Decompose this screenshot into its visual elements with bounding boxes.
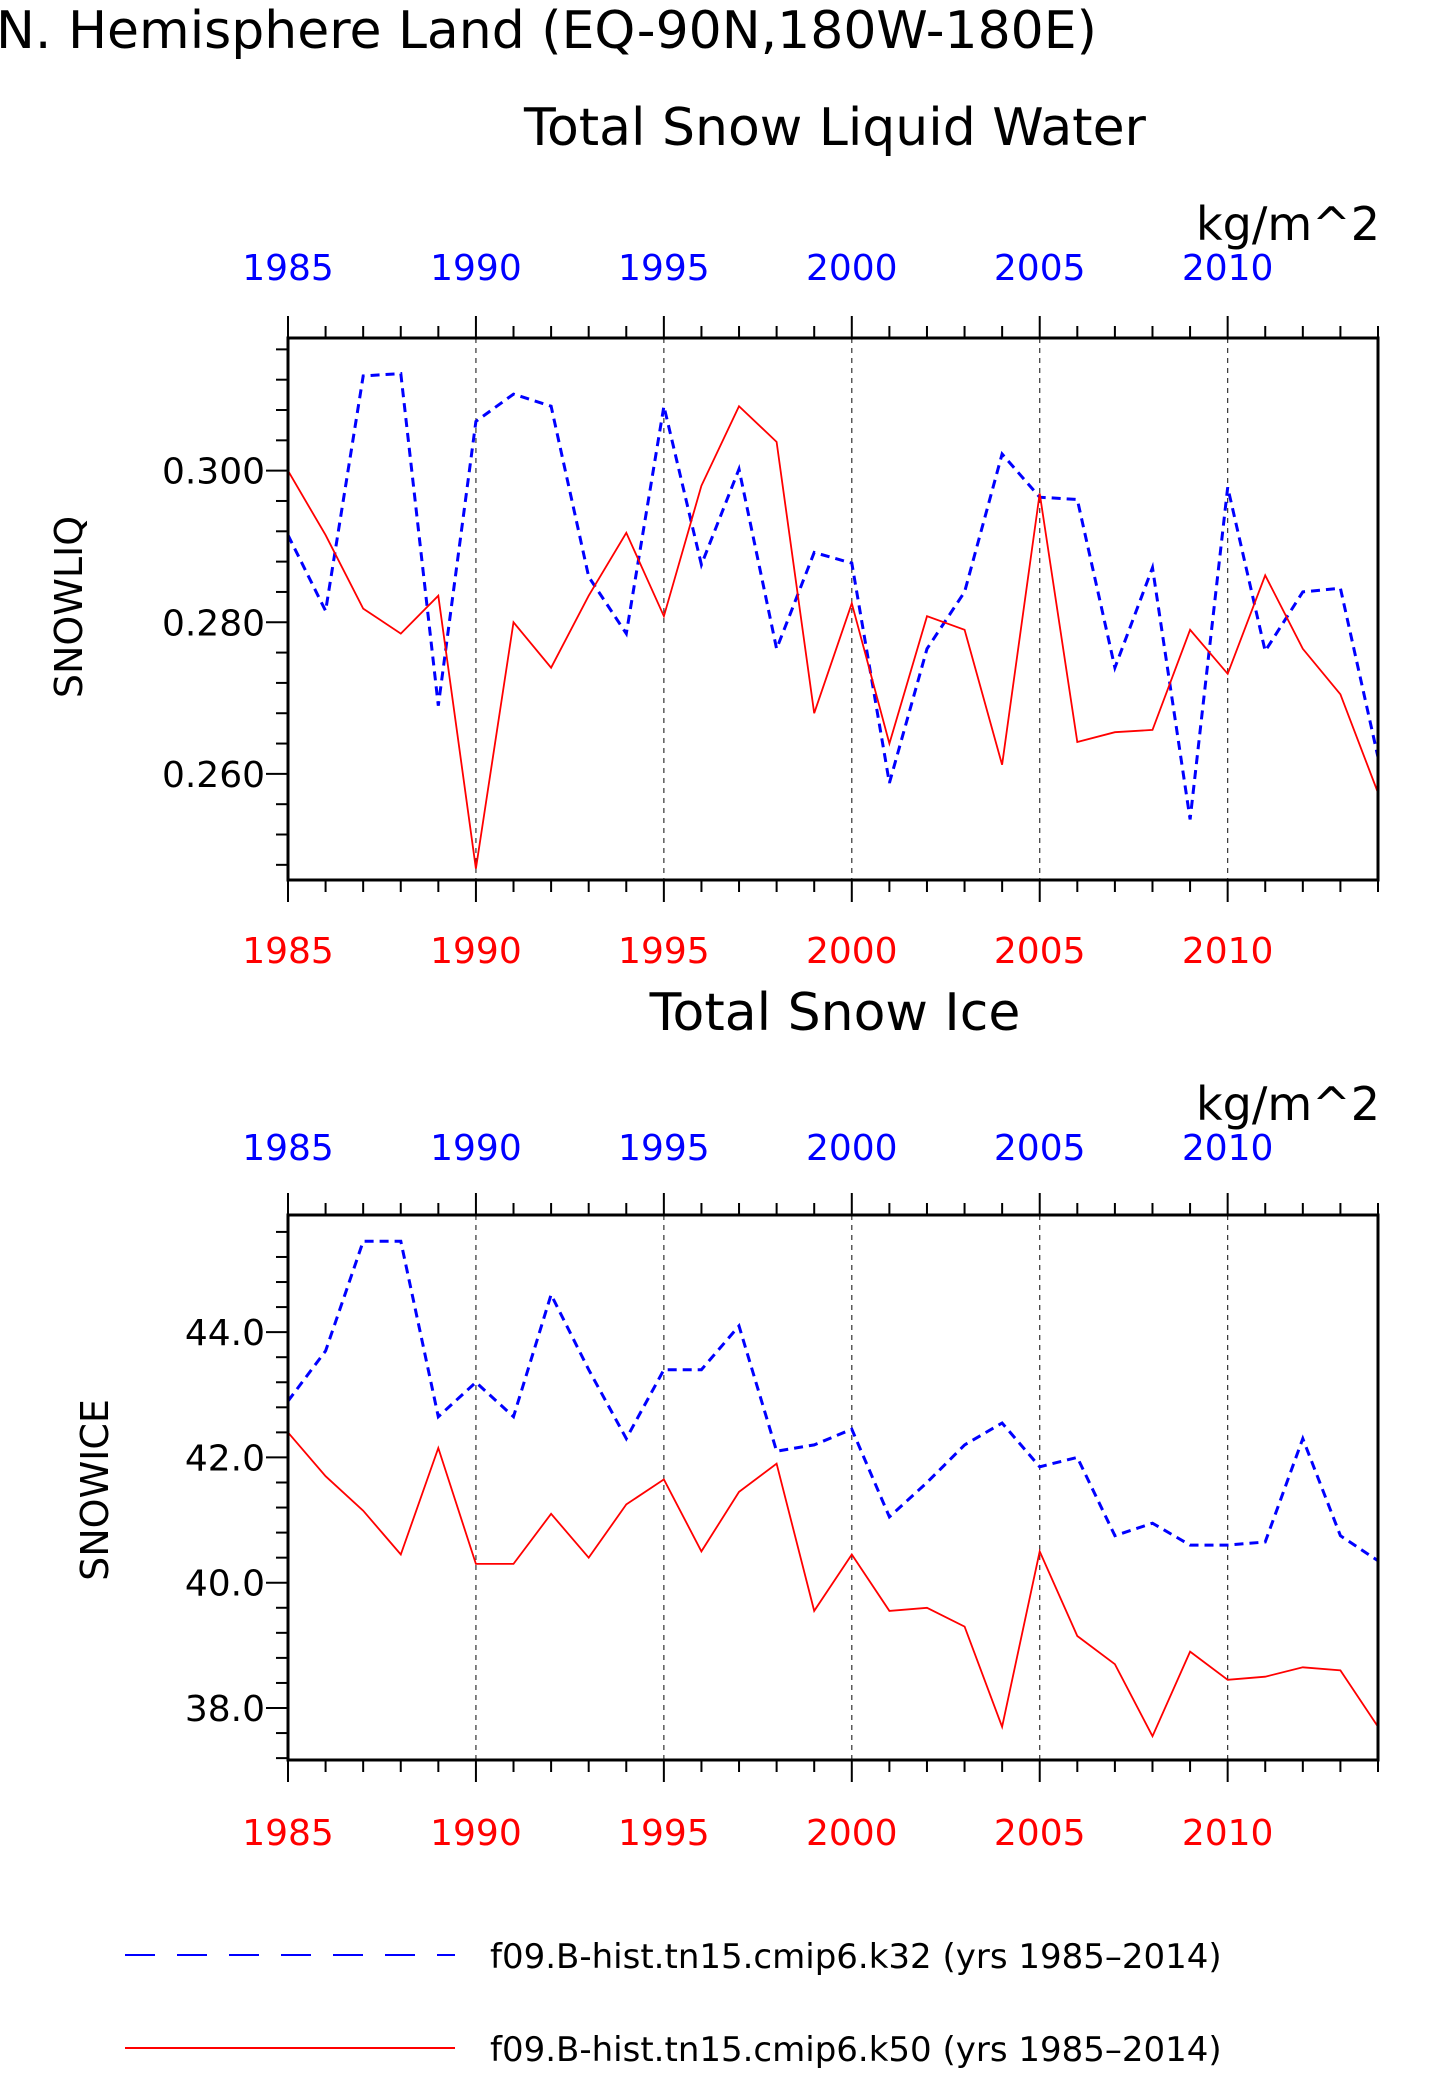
x-tick-label-top: 2005 [994,248,1086,289]
y-tick-label: 38.0 [185,1689,265,1730]
x-tick-label-top: 1985 [242,1128,334,1169]
units-label: kg/m^2 [1196,197,1380,251]
legend-label-k50: f09.B-hist.tn15.cmip6.k50 (yrs 1985–2014… [490,2030,1222,2070]
x-tick-label-bottom: 1995 [618,931,710,972]
panel-snowliq: Total Snow Liquid Water kg/m^2 SNOWLIQ 1… [47,98,1380,972]
x-tick-label-top: 1990 [430,1128,522,1169]
x-tick-label-top: 1995 [618,248,710,289]
x-tick-label-bottom: 1985 [242,931,334,972]
y-tick-label: 40.0 [185,1564,265,1605]
series-line-k32 [286,372,1380,820]
panel-title: Total Snow Liquid Water [523,98,1147,158]
x-tick-label-bottom: 2010 [1182,931,1274,972]
figure-title: N. Hemisphere Land (EQ-90N,180W-180E) [0,1,1097,61]
x-tick-label-bottom: 2005 [994,931,1086,972]
x-tick-label-top: 2010 [1182,248,1274,289]
x-tick-label-top: 1985 [242,248,334,289]
y-axis-label: SNOWLIQ [47,516,91,698]
y-tick-label: 0.300 [162,452,265,493]
x-tick-label-top: 2005 [994,1128,1086,1169]
units-label: kg/m^2 [1196,1077,1380,1131]
legend-label-k32: f09.B-hist.tn15.cmip6.k32 (yrs 1985–2014… [490,1937,1222,1977]
x-tick-label-top: 1995 [618,1128,710,1169]
plot-frame [286,1213,1380,1762]
x-tick-label-bottom: 1985 [242,1813,334,1854]
panel-title: Total Snow Ice [649,983,1021,1043]
y-tick-label: 44.0 [185,1313,265,1354]
series-line-k50 [287,404,1379,869]
plot-frame [286,336,1380,882]
x-tick-label-bottom: 2000 [806,1813,898,1854]
x-tick-label-bottom: 2010 [1182,1813,1274,1854]
y-tick-label: 42.0 [185,1438,265,1479]
series-line-k50 [287,1431,1379,1739]
series-line-k32 [286,1239,1379,1563]
x-tick-label-bottom: 2000 [806,931,898,972]
y-tick-label: 0.260 [162,755,265,796]
x-tick-label-top: 1990 [430,248,522,289]
y-axis-label: SNOWICE [73,1399,117,1581]
x-tick-label-bottom: 1990 [430,1813,522,1854]
x-tick-label-top: 2000 [806,1128,898,1169]
x-tick-label-bottom: 2005 [994,1813,1086,1854]
y-tick-label: 0.280 [162,603,265,644]
panel-snowice: Total Snow Ice kg/m^2 SNOWICE 1985 1985 19… [73,983,1380,1854]
x-tick-label-top: 2000 [806,248,898,289]
x-tick-label-top: 2010 [1182,1128,1274,1169]
x-tick-label-bottom: 1990 [430,931,522,972]
x-tick-label-bottom: 1995 [618,1813,710,1854]
legend: f09.B-hist.tn15.cmip6.k32 (yrs 1985–2014… [125,1937,1222,2070]
